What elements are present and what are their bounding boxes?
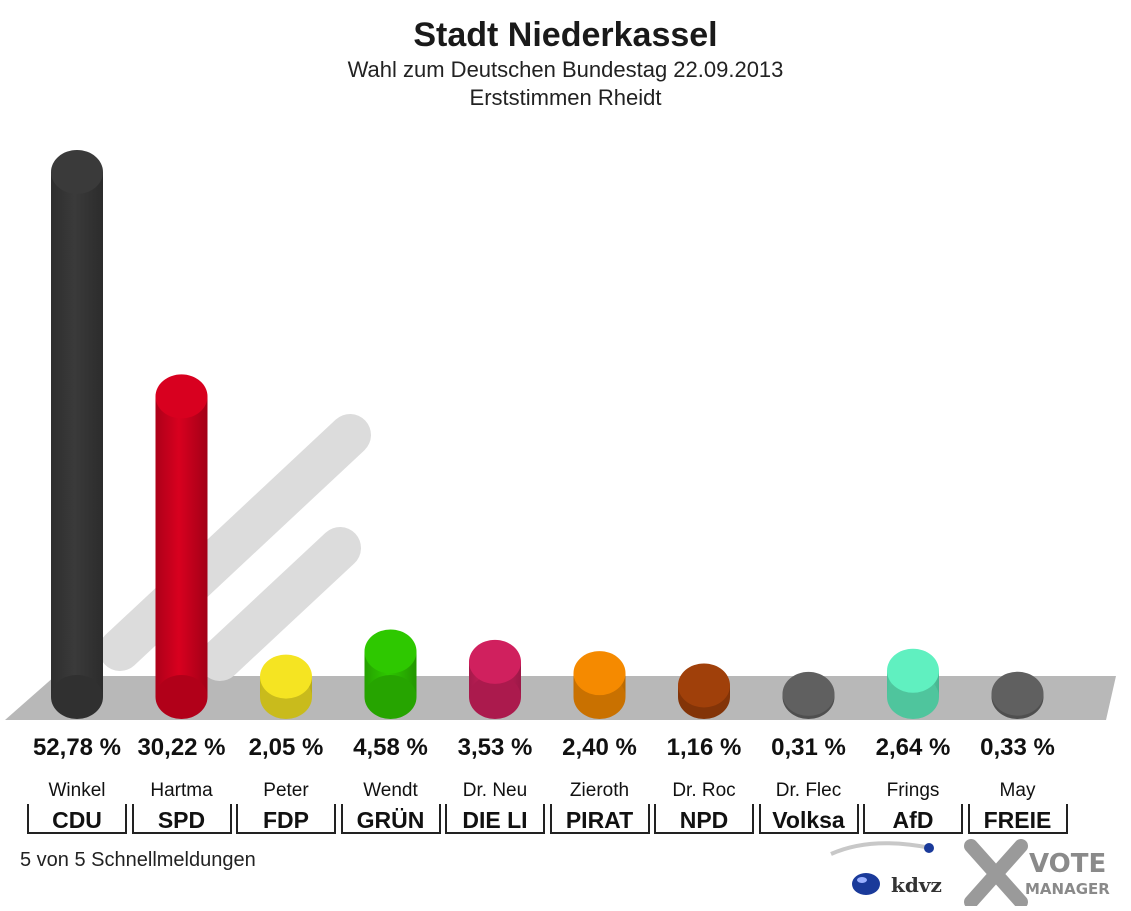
candidate-name: Winkel <box>48 780 106 801</box>
bar-npd <box>678 663 730 719</box>
chart-subtitle-2: Erststimmen Rheidt <box>469 85 662 110</box>
value-label: 2,64 % <box>875 734 951 761</box>
bar-die-linke <box>469 639 521 719</box>
manager-text: MANAGER <box>1025 880 1110 898</box>
value-label: 3,53 % <box>457 734 533 761</box>
value-label: 4,58 % <box>353 734 428 761</box>
candidate-name: Frings <box>886 780 940 801</box>
value-labels-row: 52,78 % 30,22 % 2,05 % 4,58 % 3,53 % 2,40 % 1,… <box>0 728 1131 768</box>
bar-freie-wähler <box>991 671 1044 719</box>
candidate-name: Hartma <box>150 780 213 801</box>
candidate-name: Peter <box>263 780 309 801</box>
value-label: 1,16 % <box>666 734 742 761</box>
candidate-name: Zieroth <box>569 780 630 801</box>
bar-shadow <box>199 527 361 681</box>
kdvz-text: kdvz <box>891 873 942 897</box>
bar-cdu <box>51 150 103 719</box>
bar-spd <box>155 374 208 719</box>
party-label: CDU <box>27 804 127 834</box>
value-label: 52,78 % <box>32 734 122 761</box>
party-label: DIE LI <box>445 804 545 834</box>
candidate-names-row: Winkel Hartma Peter Wendt Dr. Neu Zieroth Dr. … <box>0 778 1131 818</box>
vote-manager-logo: VOTE MANAGER <box>964 839 1110 906</box>
bar-grüne <box>364 629 417 719</box>
bar-chart <box>5 150 1116 720</box>
value-label: 2,05 % <box>248 734 324 761</box>
value-label: 30,22 % <box>137 734 226 761</box>
value-label: 2,40 % <box>562 734 637 761</box>
party-labels-row: CDU SPD FDP GRÜN DIE LI PIRAT NPD Volksa AfD FREI… <box>0 804 1131 844</box>
party-label: GRÜN <box>340 804 441 834</box>
bar-fdp <box>260 654 312 719</box>
candidate-name: Dr. Neu <box>462 780 528 801</box>
logos: kdvz VOTE MANAGER <box>830 839 1110 906</box>
party-label: Volksa <box>758 804 859 834</box>
bar-piraten <box>573 651 626 719</box>
chart-titles: Stadt Niederkassel Wahl zum Deutschen Bu… <box>0 14 1131 112</box>
party-label: FREIE <box>967 804 1068 834</box>
status-footer: 5 von 5 Schnellmeldungen <box>20 849 256 871</box>
party-label: PIRAT <box>549 804 650 834</box>
value-label: 0,31 % <box>771 734 846 761</box>
vote-text: VOTE <box>1029 849 1106 879</box>
bar-volksabstimmung <box>782 671 835 719</box>
candidate-name: May <box>999 780 1036 801</box>
chart-subtitle: Wahl zum Deutschen Bundestag 22.09.2013 <box>347 57 784 82</box>
candidate-name: Wendt <box>363 780 418 801</box>
party-label: NPD <box>654 804 754 834</box>
kdvz-logo: kdvz <box>830 841 942 897</box>
candidate-name: Dr. Roc <box>672 780 736 801</box>
party-label: SPD <box>131 804 232 834</box>
party-label: AfD <box>863 804 963 834</box>
party-label: FDP <box>236 804 336 834</box>
bar-afd <box>887 648 939 719</box>
candidate-name: Dr. Flec <box>775 780 842 801</box>
chart-title: Stadt Niederkassel <box>413 16 718 54</box>
value-label: 0,33 % <box>980 734 1055 761</box>
